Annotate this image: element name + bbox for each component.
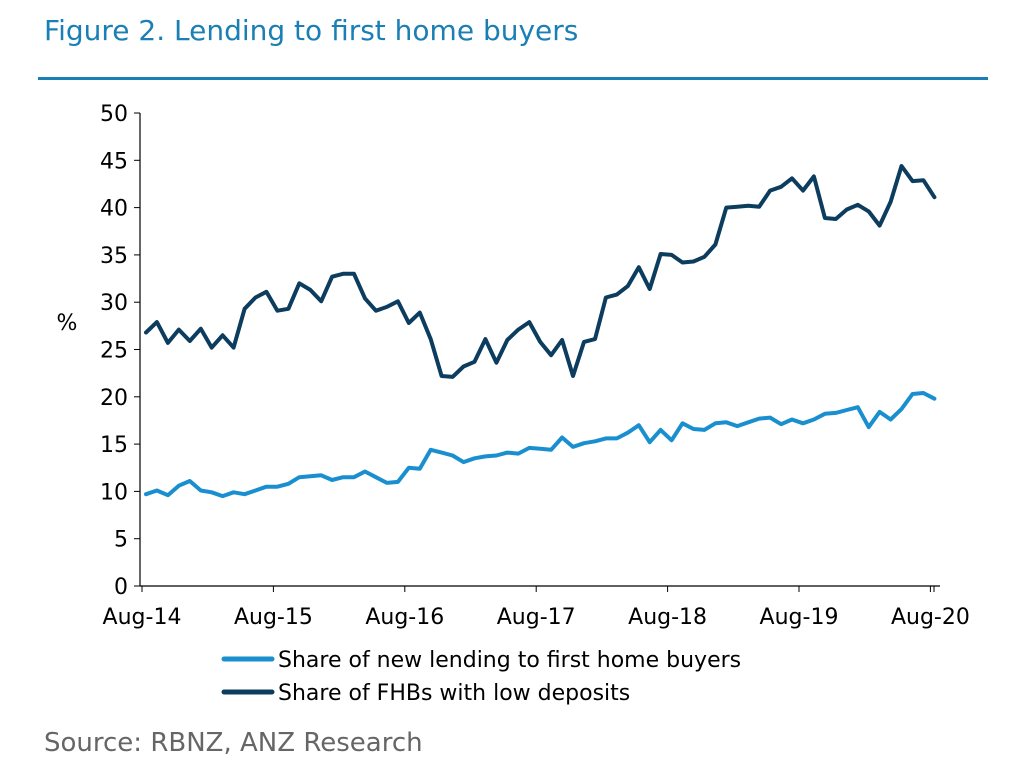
title-divider <box>38 77 988 80</box>
y-tick-label: 0 <box>114 575 128 600</box>
y-tick-label: 25 <box>100 339 128 364</box>
x-tick-label: Aug-20 <box>891 605 970 630</box>
legend-label-2: Share of FHBs with low deposits <box>278 681 630 706</box>
y-tick-label: 20 <box>100 386 128 411</box>
y-tick-label: 40 <box>100 197 128 222</box>
legend-label-1: Share of new lending to first home buyer… <box>278 648 741 673</box>
y-tick-label: 10 <box>100 480 128 505</box>
y-tick-label: 30 <box>100 291 128 316</box>
series-line-1 <box>144 391 937 499</box>
chart-series <box>144 164 937 499</box>
figure-title: Figure 2. Lending to first home buyers <box>44 14 579 47</box>
y-tick-label: 50 <box>100 102 128 127</box>
y-tick-label: 35 <box>100 244 128 269</box>
x-tick-label: Aug-18 <box>628 605 707 630</box>
y-axis-label: % <box>57 311 78 336</box>
x-tick-label: Aug-19 <box>760 605 839 630</box>
x-tick-label: Aug-16 <box>365 605 444 630</box>
y-tick-label: 15 <box>100 433 128 458</box>
chart-legend: Share of new lending to first home buyer… <box>221 648 741 706</box>
x-tick-label: Aug-14 <box>103 605 182 630</box>
chart-axes: 0 5 10 15 20 25 30 35 40 45 50 Aug-14 Aug-15 Aug-16 Au… <box>100 102 970 630</box>
y-tick-label: 5 <box>114 528 128 553</box>
series-line-2 <box>144 164 937 379</box>
x-tick-label: Aug-15 <box>234 605 313 630</box>
x-tick-label: Aug-17 <box>497 605 576 630</box>
y-tick-label: 45 <box>100 149 128 174</box>
source-note: Source: RBNZ, ANZ Research <box>44 728 423 758</box>
